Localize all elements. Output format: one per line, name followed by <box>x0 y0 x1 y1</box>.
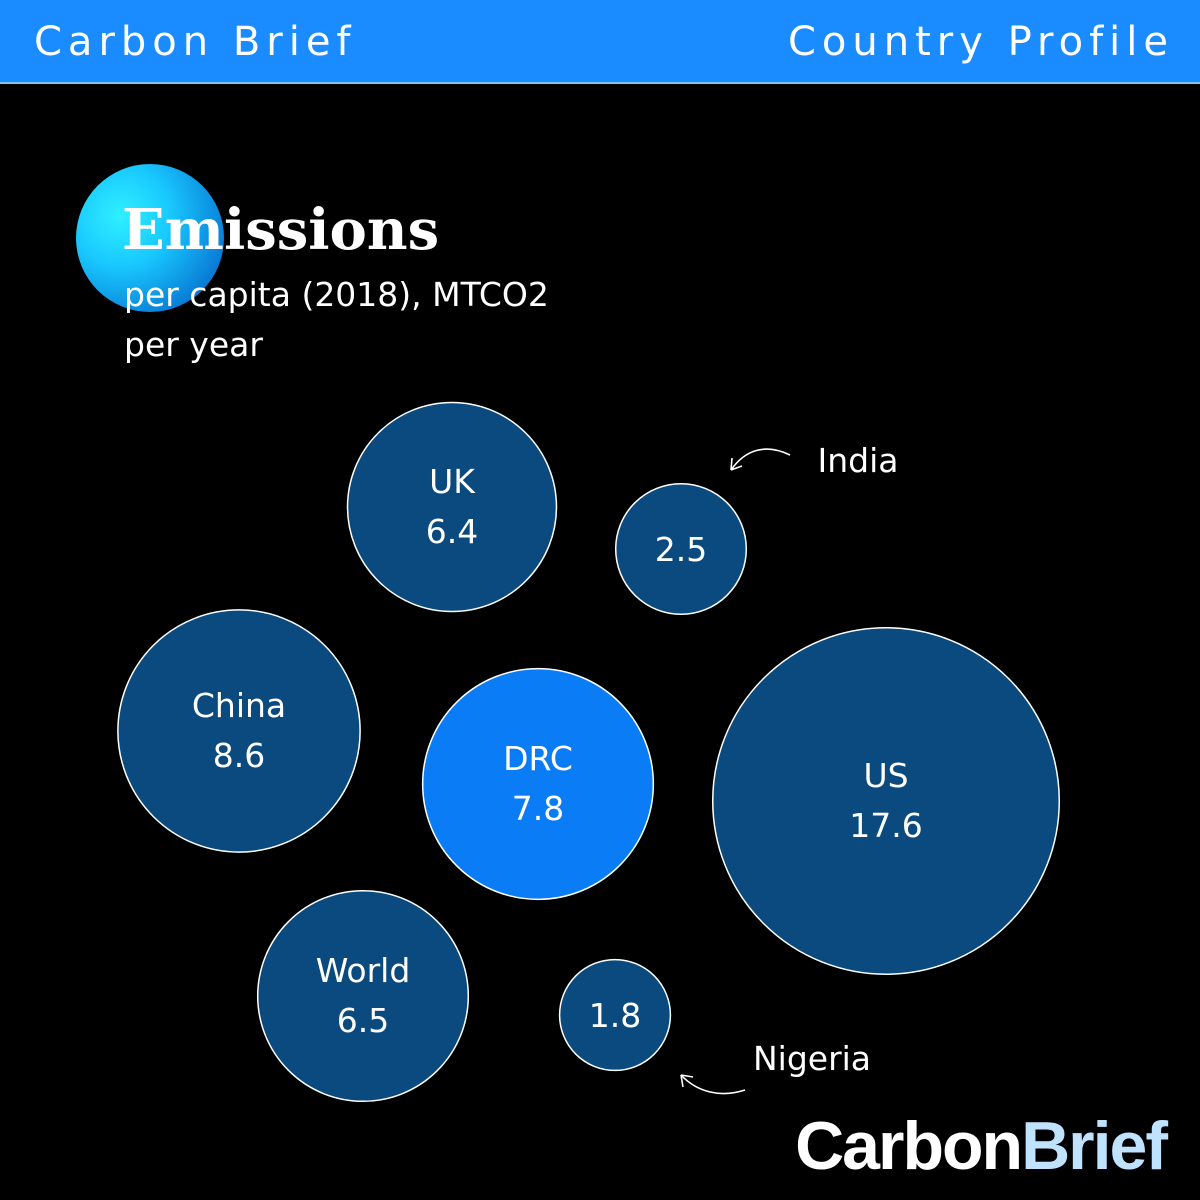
bubble-name-uk: UK <box>429 462 476 501</box>
bubble-value-world: 6.5 <box>337 1001 389 1040</box>
bubble-us: US 17.6 <box>711 626 1061 976</box>
bubble-name-world: World <box>316 951 411 990</box>
bubble-drc: DRC 7.8 <box>421 667 655 901</box>
bubble-value-us: 17.6 <box>849 806 922 845</box>
bubble-value-drc: 7.8 <box>512 789 564 828</box>
bubble-india: 2.5 India <box>614 441 899 616</box>
bubble-nigeria: 1.8 Nigeria <box>558 958 871 1095</box>
callout-arrowhead-nigeria <box>680 1074 694 1088</box>
bubble-circle-drc <box>421 667 655 901</box>
logo-part-brief: Brief <box>1021 1108 1168 1184</box>
title-orb-decoration <box>76 164 224 312</box>
bubble-circle-india <box>614 482 748 616</box>
bubble-value-india: 2.5 <box>655 530 707 569</box>
callout-arrow-nigeria <box>680 1074 746 1095</box>
header-bar: Carbon Brief Country Profile <box>0 0 1200 84</box>
callout-arrow-india <box>730 448 791 471</box>
bubble-circle-nigeria <box>558 958 672 1072</box>
bubble-name-china: China <box>192 686 286 725</box>
chart-subtitle: per capita (2018), MTCO2 per year <box>124 275 549 364</box>
bubble-world: World 6.5 <box>256 889 470 1103</box>
bubble-circle-uk <box>346 401 558 613</box>
bubble-circle-us <box>711 626 1061 976</box>
bubble-name-india: India <box>818 441 899 480</box>
section-label: Country Profile <box>788 19 1174 65</box>
bubble-value-uk: 6.4 <box>426 512 478 551</box>
bubble-circle-world <box>256 889 470 1103</box>
chart-title: Emissions <box>122 197 440 263</box>
logo-part-carbon: Carbon <box>795 1108 1023 1184</box>
bubble-value-nigeria: 1.8 <box>589 996 641 1035</box>
bubble-value-china: 8.6 <box>213 736 265 775</box>
bubble-china: China 8.6 <box>117 609 361 853</box>
bubble-uk: UK 6.4 <box>346 401 558 613</box>
bubble-name-nigeria: Nigeria <box>753 1039 871 1078</box>
brand-name: Carbon Brief <box>34 19 357 65</box>
carbon-brief-logo: CarbonBrief <box>795 1106 1168 1186</box>
bubble-name-drc: DRC <box>503 739 573 778</box>
bubble-name-us: US <box>863 756 908 795</box>
callout-arrowhead-india <box>730 457 743 471</box>
bubble-circle-china <box>117 609 361 853</box>
